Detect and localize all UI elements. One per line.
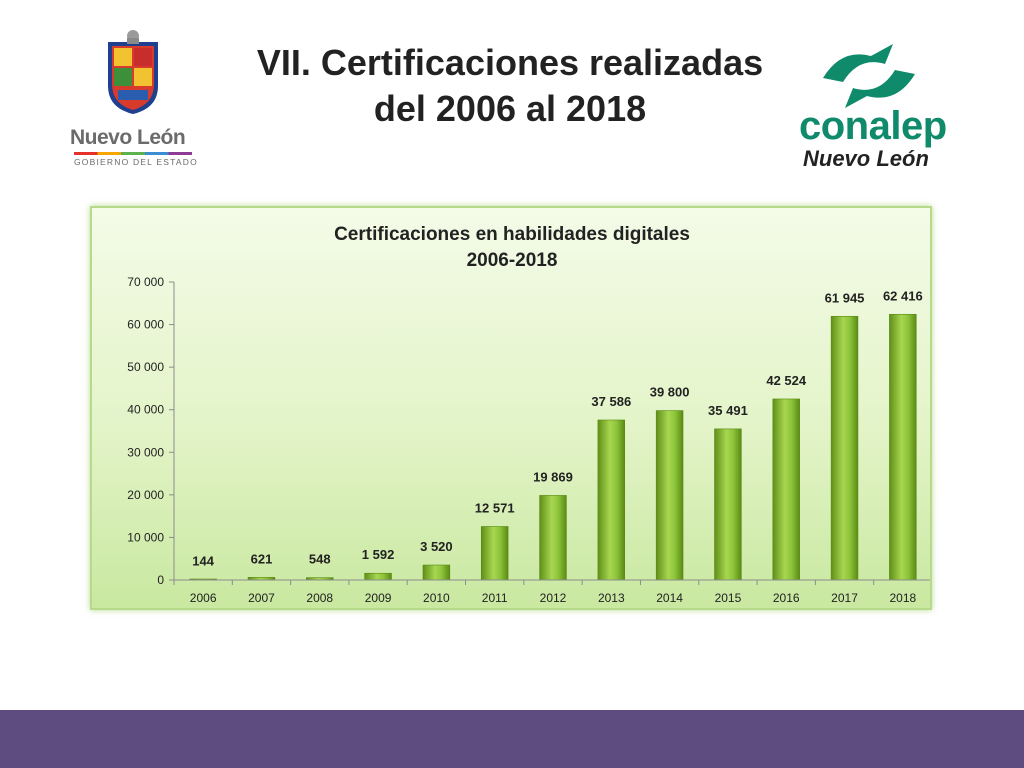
y-tick-label: 30 000 bbox=[127, 445, 164, 459]
conalep-mark-icon bbox=[823, 44, 915, 108]
nuevo-leon-color-stripe bbox=[74, 152, 192, 155]
footer-band bbox=[0, 710, 1024, 768]
y-tick-label: 10 000 bbox=[127, 530, 164, 544]
conalep-subtitle: Nuevo León bbox=[803, 146, 929, 171]
x-tick-label: 2017 bbox=[831, 591, 858, 605]
bar bbox=[422, 564, 451, 581]
chart-panel: Certificaciones en habilidades digitales… bbox=[90, 206, 932, 610]
bar bbox=[772, 398, 800, 581]
x-tick-label: 2006 bbox=[190, 591, 217, 605]
data-label: 621 bbox=[251, 551, 273, 566]
bar bbox=[655, 410, 684, 581]
x-tick-label: 2008 bbox=[306, 591, 333, 605]
nuevo-leon-logo: Nuevo León GOBIERNO DEL ESTADO bbox=[70, 28, 198, 168]
bar bbox=[830, 315, 859, 581]
x-tick-label: 2014 bbox=[656, 591, 683, 605]
x-tick-label: 2013 bbox=[598, 591, 625, 605]
data-label: 61 945 bbox=[825, 290, 865, 305]
conalep-logo: conalep Nuevo León bbox=[795, 42, 955, 177]
y-tick-label: 40 000 bbox=[127, 403, 164, 417]
slide-title-line1: VII. Certificaciones realizadas bbox=[256, 42, 764, 83]
conalep-wordmark: conalep bbox=[799, 104, 947, 148]
bar bbox=[539, 495, 567, 581]
data-label: 62 416 bbox=[883, 288, 923, 303]
data-label: 19 869 bbox=[533, 469, 573, 484]
data-label: 3 520 bbox=[420, 539, 453, 554]
y-tick-label: 60 000 bbox=[127, 318, 164, 332]
bar bbox=[714, 428, 742, 581]
y-tick-label: 50 000 bbox=[127, 360, 164, 374]
x-tick-label: 2010 bbox=[423, 591, 450, 605]
state-coat-of-arms-icon bbox=[108, 30, 158, 114]
data-label: 12 571 bbox=[475, 500, 515, 515]
nuevo-leon-wordmark: Nuevo León bbox=[70, 126, 186, 149]
x-tick-label: 2018 bbox=[889, 591, 916, 605]
x-tick-label: 2016 bbox=[773, 591, 800, 605]
data-label: 548 bbox=[309, 552, 331, 567]
data-label: 1 592 bbox=[362, 547, 395, 562]
data-label: 42 524 bbox=[766, 373, 807, 388]
nuevo-leon-subtitle: GOBIERNO DEL ESTADO bbox=[74, 157, 198, 167]
x-tick-label: 2012 bbox=[540, 591, 567, 605]
slide-title: VII. Certificaciones realizadas del 2006… bbox=[250, 40, 770, 132]
data-label: 144 bbox=[192, 553, 214, 568]
y-tick-label: 0 bbox=[157, 573, 164, 587]
slide-title-line2: del 2006 al 2018 bbox=[373, 88, 647, 129]
y-tick-label: 70 000 bbox=[127, 275, 164, 289]
data-label: 37 586 bbox=[591, 394, 631, 409]
data-label: 35 491 bbox=[708, 403, 748, 418]
bar bbox=[480, 526, 509, 581]
bar bbox=[597, 419, 626, 581]
bar bbox=[889, 313, 917, 581]
bars: 144 621 548 1 592 3 520 12 571 19 869 37 586 39 … bbox=[189, 288, 923, 581]
data-label: 39 800 bbox=[650, 385, 690, 400]
y-tick-label: 20 000 bbox=[127, 488, 164, 502]
chart-subtitle: 2006-2018 bbox=[467, 250, 558, 271]
x-tick-label: 2007 bbox=[248, 591, 275, 605]
bar-chart: Certificaciones en habilidades digitales… bbox=[127, 224, 930, 605]
x-tick-label: 2011 bbox=[482, 591, 508, 605]
bar bbox=[364, 572, 392, 581]
x-tick-label: 2009 bbox=[365, 591, 392, 605]
x-tick-label: 2015 bbox=[715, 591, 742, 605]
x-axis: 2006 2007 2008 2009 2010 2011 2012 2013 2014 2015… bbox=[173, 579, 930, 605]
chart-title: Certificaciones en habilidades digitales bbox=[334, 224, 690, 245]
y-axis: 0 10 000 20 000 30 000 40 000 50 000 60 000 70 … bbox=[127, 275, 175, 587]
